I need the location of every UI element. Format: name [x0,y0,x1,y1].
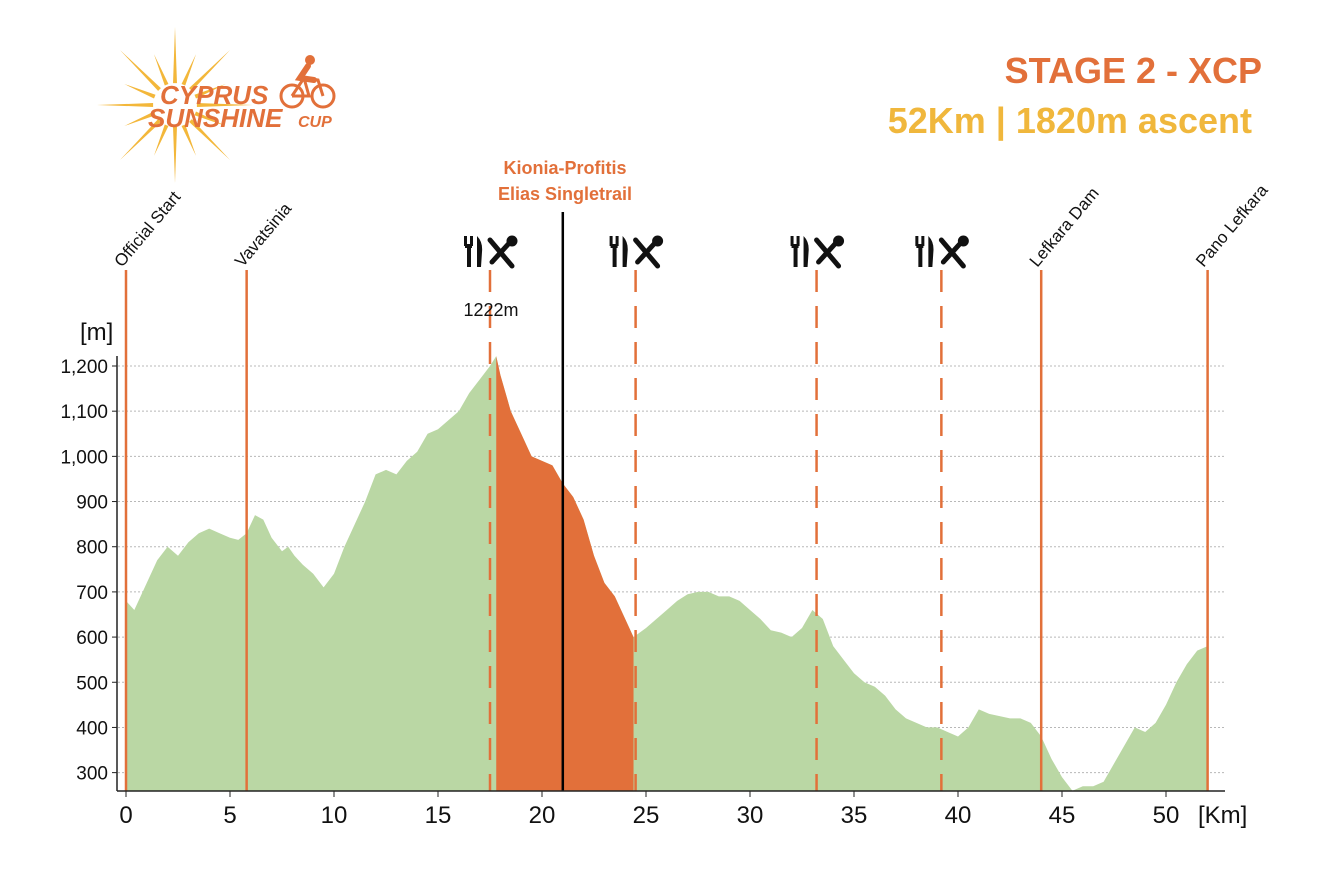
logo: CYPRUS SUNSHINE CUP [97,27,336,183]
fork-tine [464,236,467,246]
cyclist-icon [279,55,336,109]
sun-ray [119,49,161,91]
singletrail-highlight-area [496,356,634,791]
fork-handle [918,247,923,267]
y-tick-label: 900 [76,493,108,514]
fork-tine [615,236,619,246]
stage-subtitle: 52Km | 1820m ascent [888,100,1252,142]
sun-ray [194,111,226,127]
y-tick-label: 300 [76,764,108,785]
fork-tine [609,236,613,246]
y-tick-label: 400 [76,718,108,739]
fork-tine [796,236,800,246]
sun-ray [124,83,156,99]
fork-tine [915,236,919,246]
sun-ray [97,103,154,107]
sun-ray [173,126,177,183]
wrench-head [833,235,845,247]
segment-label-line1: Kionia-Profitis [503,158,626,178]
elevation-profile-area [126,356,1208,791]
sun-ray [153,124,169,156]
y-tick-label: 1,100 [60,402,108,423]
wrench-head [957,235,969,247]
y-tick-label: 700 [76,583,108,604]
waypoint-label: Vavatsinia [231,199,296,271]
logo-line1: CYPRUS [160,80,269,110]
x-tick-label: 25 [633,802,660,829]
fork-neck [791,244,799,248]
fork-neck [610,244,618,248]
sun-ray [194,83,226,99]
x-tick-label: 30 [737,802,764,829]
x-tick-label: 15 [425,802,452,829]
logo-line3: CUP [298,114,332,131]
axes [116,356,1225,792]
fork-handle [793,247,798,267]
waypoint-label: Lefkara Dam [1026,184,1103,271]
sun-ray [189,49,231,91]
x-tick-label: 40 [945,802,972,829]
wrench-head [506,235,518,247]
x-tick-label: 20 [529,802,556,829]
x-tick-label: 35 [841,802,868,829]
sun-ray [181,54,197,86]
knife [622,236,628,267]
y-axis-label: [m] [80,319,113,346]
stage-title: STAGE 2 - XCP [1005,50,1262,91]
y-tick-label: 500 [76,673,108,694]
food-and-tools-icon [464,235,518,269]
waypoint-label: Official Start [111,187,185,270]
fork-neck [465,244,472,248]
x-tick-label: 10 [321,802,348,829]
food-and-tools-icon [915,235,969,269]
y-tick-label: 800 [76,538,108,559]
y-tick-label: 1,200 [60,357,108,378]
sun-ray [189,119,231,161]
fork-handle [467,247,471,267]
sun-ray [119,119,161,161]
knife [477,236,483,267]
fork-tine [470,236,473,246]
knife [928,236,934,267]
food-and-tools-icon [609,235,664,269]
waypoint-label: Pano Lefkara [1192,180,1272,270]
x-tick-label: 45 [1049,802,1076,829]
y-tick-label: 600 [76,628,108,649]
knife [803,236,809,267]
x-axis-label: [Km] [1198,802,1247,829]
peak-label: 1222m [463,300,518,320]
sun-ray [173,27,177,84]
x-tick-label: 0 [119,802,132,829]
sun-icon [97,27,253,183]
fork-handle [612,247,617,267]
wrench-head [652,235,664,247]
sun-ray [196,103,253,107]
sun-ray [181,124,197,156]
sun-ray [124,111,156,127]
fork-tine [921,236,925,246]
logo-line2: SUNSHINE [148,103,283,133]
segment-label-line2: Elias Singletrail [498,184,632,204]
x-tick-label: 50 [1153,802,1180,829]
y-tick-label: 1,000 [60,447,108,468]
fork-neck [916,244,924,248]
sun-ray [153,54,169,86]
x-tick-label: 5 [223,802,236,829]
tick-labels: 300 400 500 600 700 800 900 1,000 1,100 1,200 0 5 10… [60,357,1179,829]
food-and-tools-icon [790,235,845,269]
fork-tine [790,236,794,246]
